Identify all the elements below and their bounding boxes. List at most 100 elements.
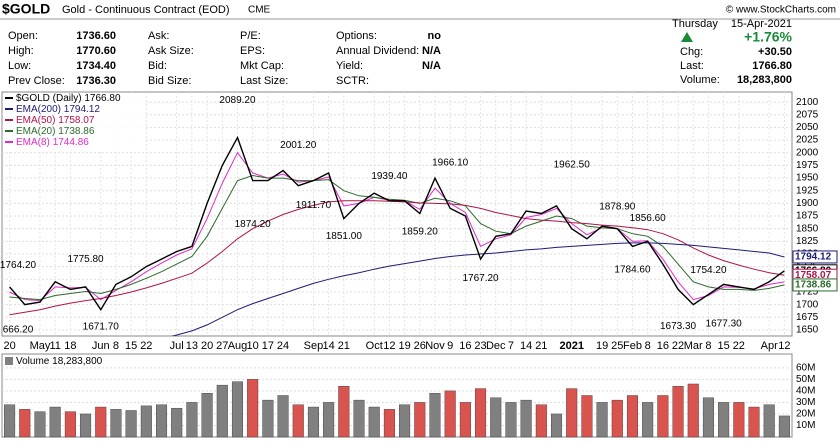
volume-bar [171,407,183,438]
x-tick-label: Feb [623,340,642,352]
legend-entry: EMA(20) 1738.86 [16,126,95,137]
y-tick-label: 1675 [796,312,819,323]
last-value-badge [792,250,838,264]
instrument-name: Gold - Continuous Contract (EOD) [62,4,230,16]
field-label: Yield: [336,60,363,72]
volume-tick-label: 10M [796,420,815,431]
volume-bar [414,402,426,438]
price-annotation: 1775.80 [67,254,104,265]
price-annotation: 1671.70 [83,322,120,333]
legend-entry: EMA(50) 1758.07 [16,115,95,126]
x-tick-label: 13 [186,340,198,352]
volume-bar [292,404,304,438]
volume-bar [247,379,259,438]
volume-bar [672,386,684,438]
volume-tick-label: 20M [796,409,815,420]
stat-value: 1766.80 [752,60,792,72]
x-tick-label: Jun [92,340,110,352]
x-tick-label: Apr [761,340,778,352]
volume-value: 18,283,800 [52,356,102,367]
weekday: Thursday [672,18,718,30]
field-label: Options: [336,30,377,42]
volume-tick-label: 50M [796,374,815,385]
x-tick-label: 8 [113,340,119,352]
field-value: 1736.30 [76,75,116,87]
legend-name: EMA(50) [16,115,55,126]
field-label: EPS: [240,45,265,57]
price-annotation: 1677.30 [706,319,743,330]
volume-bar [490,397,502,438]
y-tick-label: 2025 [796,135,819,146]
volume-bar [4,404,16,438]
legend-entry: EMA(200) 1794.12 [16,104,100,115]
volume-bar [657,395,669,438]
x-tick-label: Oct [366,340,383,352]
price-annotation: 1851.00 [326,231,363,242]
price-annotation: 1962.50 [554,159,591,170]
volume-bar [718,402,730,438]
x-tick-label: 8 [645,340,651,352]
volume-bar [368,406,380,438]
x-tick-label: 16 [459,340,471,352]
volume-bar [338,386,350,438]
legend-name: $GOLD (Daily) [16,93,82,104]
volume-bar [748,406,760,438]
x-tick-label: 2021 [559,340,583,352]
volume-bar [156,404,168,438]
volume-bar [80,413,92,438]
field-value: 1736.60 [76,30,116,42]
x-tick-label: 22 [672,340,684,352]
volume-swatch [5,357,13,365]
price-annotation: 1767.20 [462,273,499,284]
stat-label: Last: [680,60,704,72]
x-tick-label: Mar [684,340,703,352]
volume-bar [459,402,471,438]
price-annotation: 1859.20 [402,227,439,238]
volume-bar [110,409,122,438]
volume-bar [64,411,76,438]
volume-bar [687,383,699,438]
volume-bar [383,409,395,438]
x-tick-label: 15 [718,340,730,352]
volume-tick-label: 60M [796,362,815,373]
x-tick-label: 9 [447,340,453,352]
last-value-label: 1758.07 [795,270,832,281]
y-tick-label: 2050 [796,122,819,133]
x-tick-label: 16 [657,340,669,352]
volume-bar [566,388,578,438]
x-tick-label: 26 [414,340,426,352]
series-line [9,200,785,316]
x-tick-label: 27 [216,340,228,352]
price-annotation: 2089.20 [219,95,256,106]
x-tick-label: Sep [304,340,324,352]
volume-bar [95,406,107,438]
x-tick-label: 7 [508,340,514,352]
volume-bar [140,405,152,438]
field-label: Mkt Cap: [240,60,284,72]
y-tick-label: 1900 [796,198,819,209]
last-value-label: 1794.12 [795,252,832,263]
price-annotation: 1856.60 [630,213,667,224]
volume-bar [763,404,775,438]
volume-bar [186,402,198,438]
x-tick-label: 10 [247,340,259,352]
field-value: N/A [422,45,441,57]
legend-entry: $GOLD (Daily) 1766.80 [16,93,121,104]
field-label: Low: [8,60,31,72]
x-tick-label: 19 [596,340,608,352]
x-tick-label: 11 [49,340,60,352]
stat-label: Volume: [680,74,720,86]
legend-value: 1794.12 [64,104,101,115]
price-annotation: 1764.20 [0,260,37,271]
field-label: High: [8,45,34,57]
y-tick-label: 1950 [796,173,819,184]
price-annotation: 1874.20 [235,219,272,230]
volume-legend: Volume 18,283,800 [16,356,103,367]
field-label: Bid: [148,60,167,72]
y-tick-label: 1825 [796,236,819,247]
volume-bar [642,402,654,438]
volume-bar [429,392,441,438]
x-tick-label: 25 [611,340,623,352]
y-tick-label: 2075 [796,109,819,120]
y-tick-label: 1975 [796,160,819,171]
